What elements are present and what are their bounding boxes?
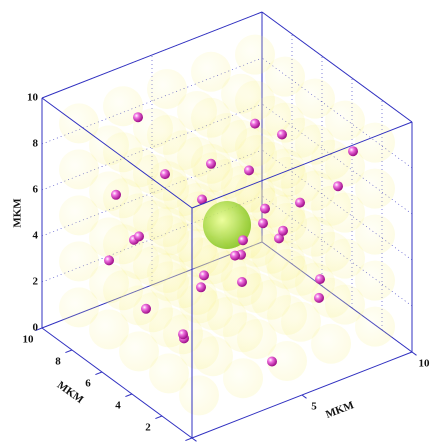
lattice-sphere	[311, 324, 351, 364]
point	[348, 146, 358, 156]
point	[250, 119, 260, 129]
point	[244, 165, 254, 175]
point	[196, 282, 206, 292]
lattice-sphere	[355, 307, 395, 347]
tick-mark	[65, 350, 72, 353]
z-tick-label: 0	[33, 322, 39, 334]
point	[111, 190, 121, 200]
tick-mark	[125, 394, 132, 397]
lattice-sphere	[355, 169, 395, 209]
point	[133, 112, 143, 122]
point	[206, 159, 216, 169]
y-tick-label: 6	[85, 378, 91, 390]
tick-mark	[155, 416, 162, 419]
y-tick-label: 8	[55, 356, 61, 368]
tick-mark	[95, 372, 102, 375]
z-tick-label: 4	[33, 230, 39, 242]
x-tick-label: 10	[419, 358, 431, 370]
lattice-sphere	[355, 215, 395, 255]
point	[160, 169, 170, 179]
point	[237, 277, 247, 287]
tick-mark	[302, 395, 307, 398]
chart: 051002468100246810MKMMKMMKM	[0, 0, 437, 445]
point	[178, 329, 188, 339]
point	[295, 198, 305, 208]
lattice-sphere	[179, 375, 219, 415]
point	[199, 270, 209, 280]
lattice-sphere	[223, 358, 263, 398]
tick-mark	[185, 438, 192, 441]
z-tick-label: 10	[27, 92, 39, 104]
point	[134, 231, 144, 241]
point	[314, 293, 324, 303]
lattice-sphere	[355, 123, 395, 163]
z-tick-label: 6	[33, 184, 39, 196]
point	[230, 251, 240, 261]
y-tick-label: 10	[23, 334, 35, 346]
lattice-sphere	[355, 261, 395, 301]
z-tick-label: 2	[33, 276, 39, 288]
y-axis-label: MKM	[55, 379, 86, 406]
tick-mark	[412, 352, 417, 355]
point	[333, 181, 343, 191]
point	[278, 226, 288, 236]
z-tick-label: 8	[33, 138, 39, 150]
point	[267, 357, 277, 367]
point	[315, 274, 325, 284]
x-tick-label: 5	[311, 401, 317, 413]
x-axis-label: MKM	[324, 399, 356, 421]
tick-mark	[192, 438, 197, 441]
point	[258, 218, 268, 228]
point	[260, 204, 270, 214]
point	[104, 255, 114, 265]
point	[277, 130, 287, 140]
spheres	[59, 35, 395, 416]
point	[141, 304, 151, 314]
y-tick-label: 2	[145, 422, 151, 434]
z-axis-label: MKM	[12, 198, 24, 228]
point	[238, 235, 248, 245]
y-tick-label: 4	[115, 400, 121, 412]
